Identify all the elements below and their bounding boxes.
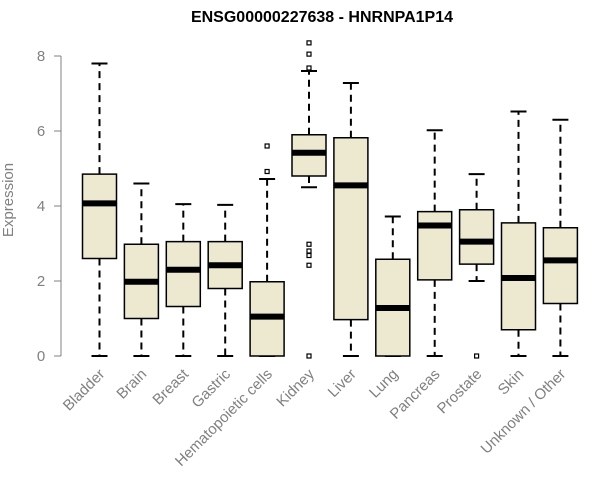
box-iqr [165,240,202,308]
box-group [165,203,202,357]
box-iqr [333,137,369,321]
box-group [458,173,495,359]
box-iqr [81,173,118,260]
y-tick-label: 4 [37,198,45,215]
x-tick-label: Bladder [60,366,109,415]
box-group [207,203,243,357]
y-tick-label: 0 [37,348,45,365]
box-group [123,182,160,357]
outlier-point [306,51,312,57]
box-group [542,118,579,357]
x-tick-label: Breast [149,365,192,408]
box-iqr [416,210,453,281]
box-group [333,82,369,357]
x-tick-label: Kidney [273,365,318,410]
y-tick-label: 8 [37,48,45,65]
chart-title: ENSG00000227638 - HNRNPA1P14 [191,9,453,26]
box-group [500,110,537,357]
outlier-point [474,353,480,359]
box-group [416,129,453,357]
x-tick-label: Prostate [434,366,486,418]
x-tick-label: Liver [325,366,360,401]
outlier-point [306,353,312,359]
box-group [291,40,327,359]
x-tick-label: Skin [495,366,528,399]
box-group [249,143,285,357]
box-group [375,215,411,357]
outlier-point [264,143,270,149]
outlier-point [306,262,312,268]
y-axis-label: Expression [0,163,17,237]
outlier-point [306,65,312,71]
box-iqr [458,209,495,265]
outlier-point [306,248,312,254]
outlier-point [306,40,312,46]
outlier-point [264,168,270,175]
boxes-group [81,40,579,359]
x-tick-label: Brain [113,366,150,403]
x-tick-label: Lung [366,366,402,402]
outlier-point [306,241,312,247]
box-iqr [542,227,579,305]
outlier-point [306,252,312,259]
box-group [81,62,118,357]
y-tick-label: 2 [37,273,45,290]
y-tick-label: 6 [37,123,45,140]
